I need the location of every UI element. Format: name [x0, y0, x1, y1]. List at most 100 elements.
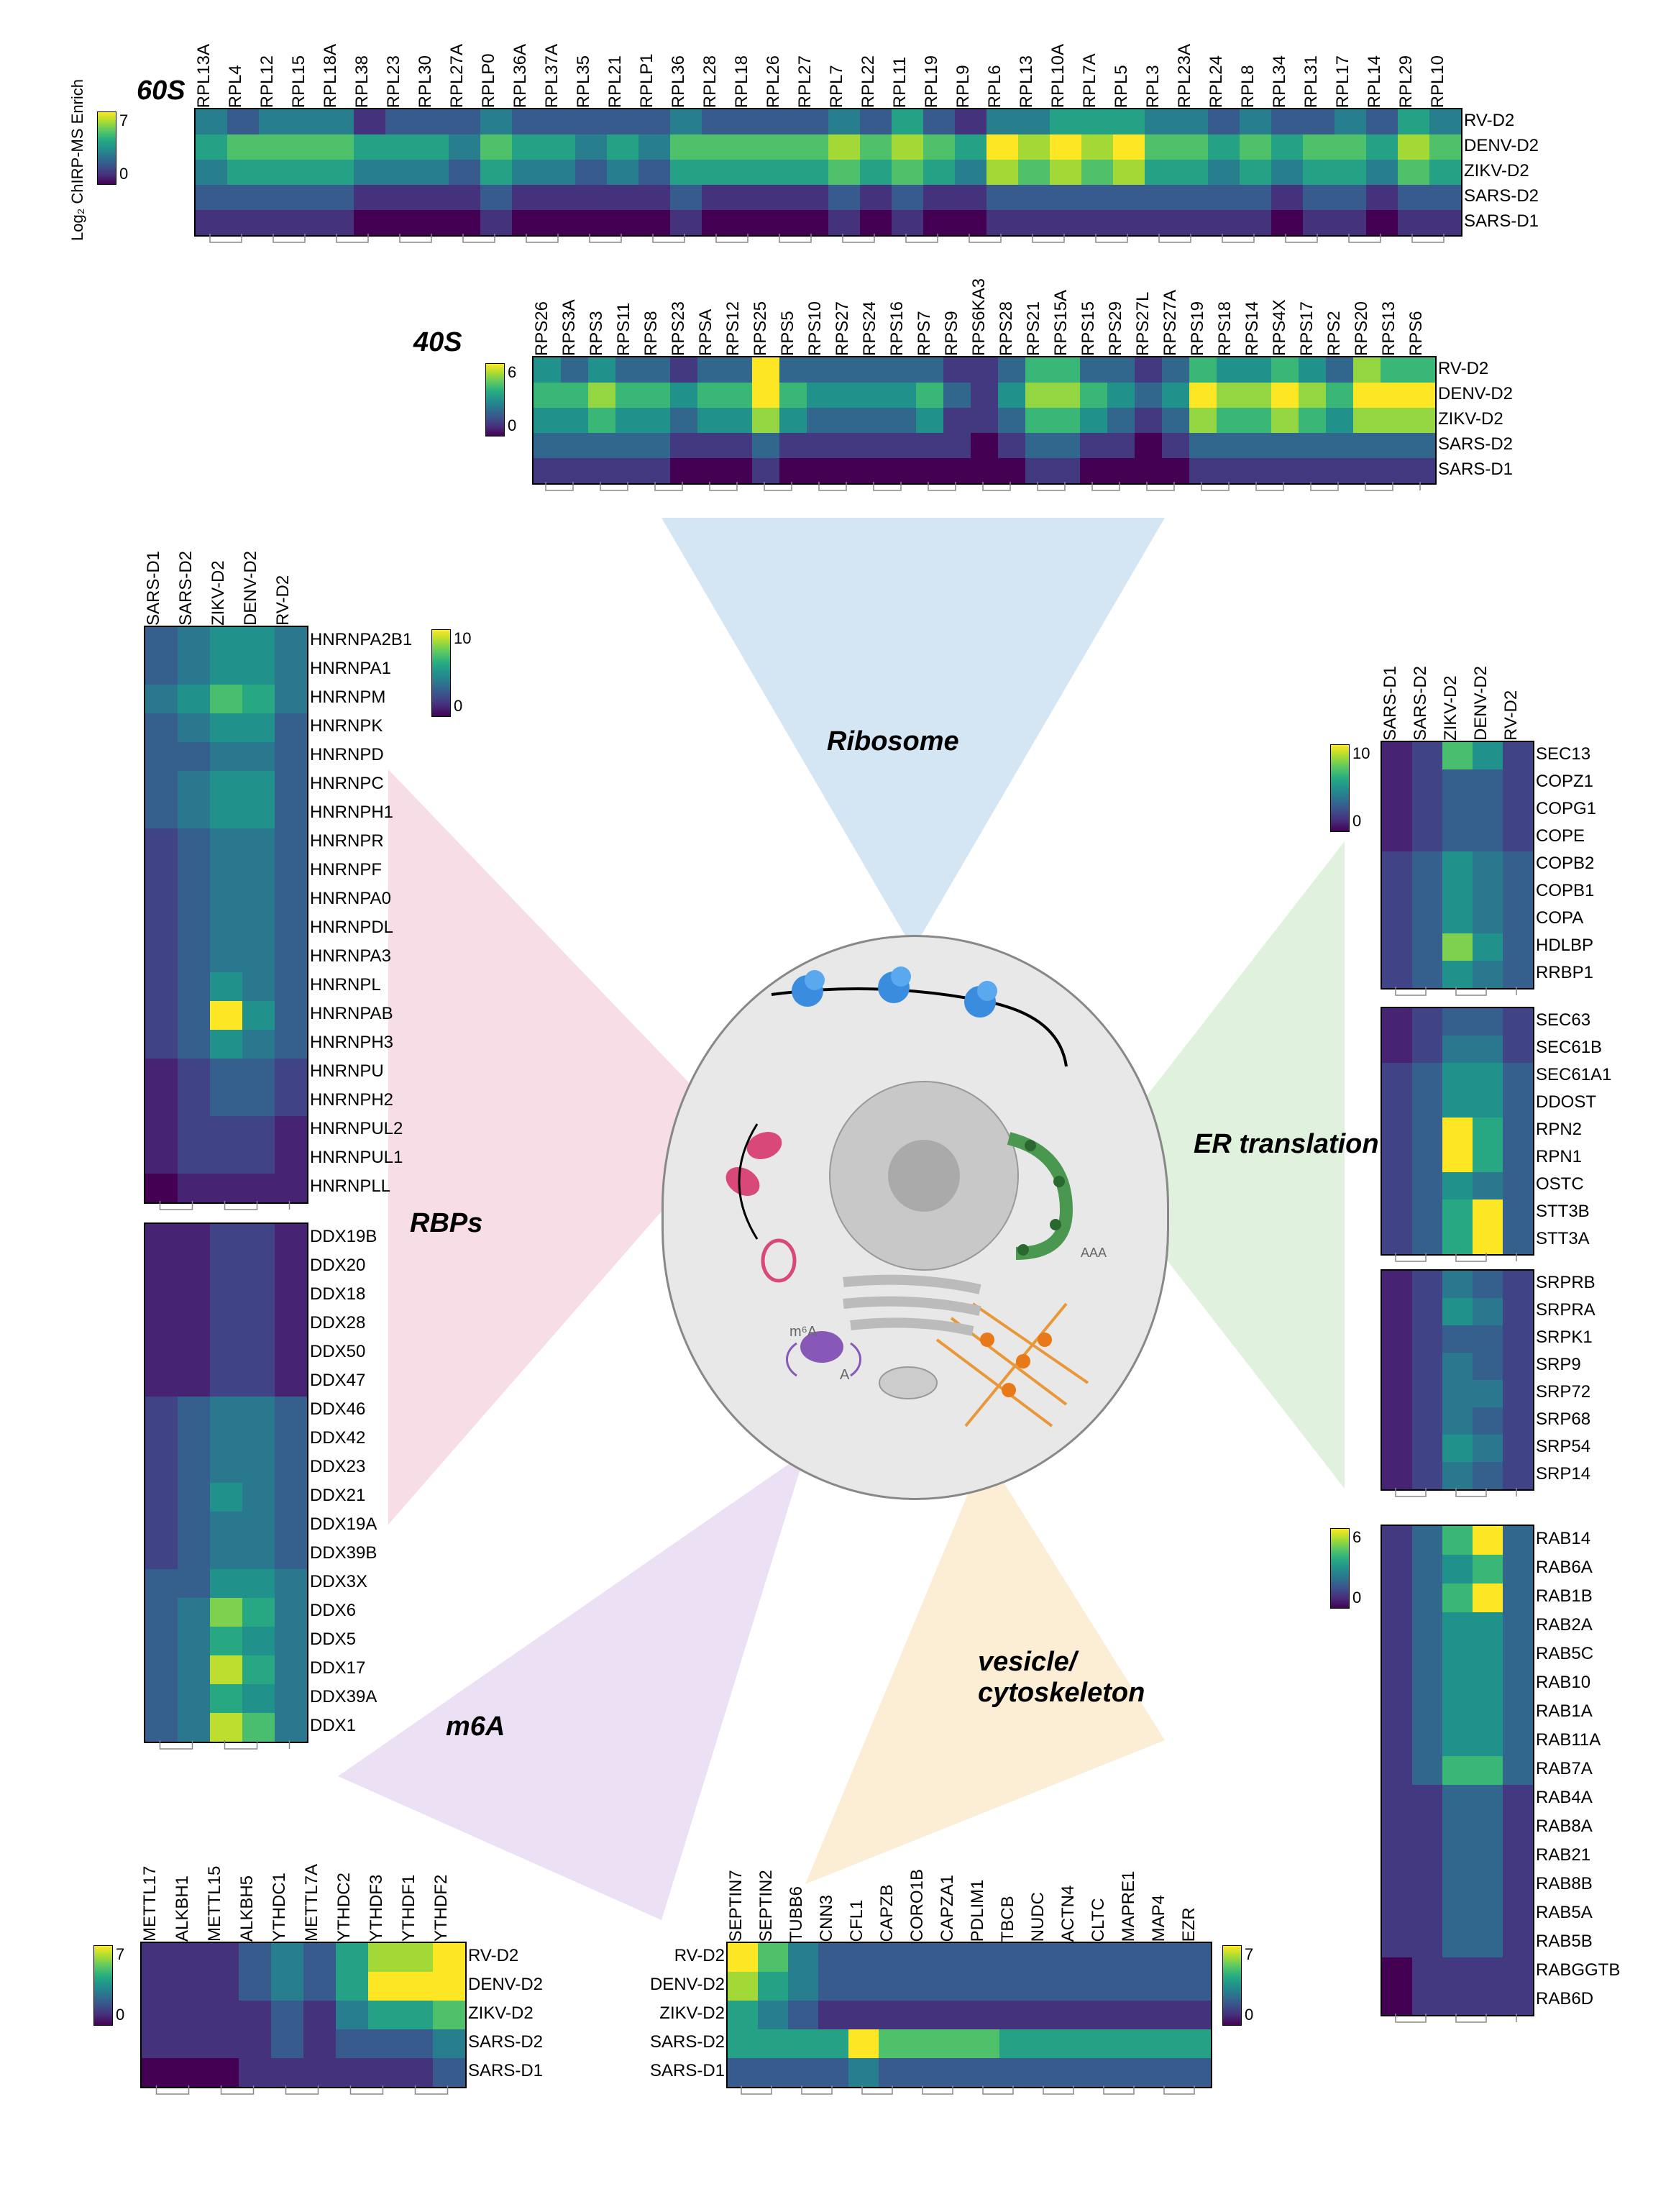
heatmap-cell [971, 458, 998, 483]
heatmap-cell [889, 458, 916, 483]
heatmap-cell [1208, 109, 1240, 134]
heatmap-cell [512, 185, 544, 210]
heatmap-cell [788, 1972, 818, 2001]
heatmap-cell [1303, 134, 1334, 160]
heatmap-cell [998, 433, 1025, 458]
row-label: RAB6D [1536, 1985, 1620, 2014]
heatmap-cell [889, 383, 916, 408]
heatmap-cell [848, 2029, 879, 2058]
heatmap-cell [848, 2058, 879, 2087]
heatmap-cell [1503, 1145, 1533, 1172]
col-label: RPS18 [1215, 278, 1242, 356]
heatmap-cell [1412, 1699, 1442, 1727]
heatmap-cell [210, 828, 242, 857]
heatmap-cell [1189, 433, 1217, 458]
dendrogram [1381, 987, 1532, 1008]
heatmap-cell [702, 109, 733, 134]
heatmap-cell [400, 2001, 433, 2029]
heatmap-cell [1217, 357, 1244, 383]
heatmap-cell [1382, 1986, 1412, 2015]
heatmap-cell [1381, 433, 1408, 458]
heatmap-cell [1366, 109, 1398, 134]
heatmap-cell [1090, 1943, 1120, 1972]
heatmap-cell [178, 1339, 210, 1368]
heatmap-grid [1381, 1525, 1534, 2016]
heatmap-cell [1030, 2001, 1060, 2029]
heatmap-cell [1382, 1670, 1412, 1699]
row-label: COPE [1536, 823, 1596, 850]
cell-body: AAA m⁶A A [661, 935, 1169, 1500]
heatmap-cell [196, 185, 227, 210]
heatmap-cell [1412, 824, 1442, 851]
heatmap-cell [242, 800, 275, 828]
heatmap-cell [1382, 1353, 1412, 1380]
heatmap-cell [670, 134, 702, 160]
heatmap-cell [1473, 1900, 1503, 1929]
heatmap-cell [1473, 769, 1503, 797]
col-label: RPS6KA3 [969, 278, 997, 356]
heatmap-cell [1503, 1036, 1533, 1063]
heatmap-cell [1473, 1670, 1503, 1699]
heatmap-cell [670, 383, 697, 408]
colorbar-rbps: 100 [431, 629, 471, 716]
col-label: RPL30 [416, 44, 447, 108]
heatmap-cell [1030, 1972, 1060, 2001]
heatmap-cell [1326, 357, 1353, 383]
heatmap-cell [1442, 1462, 1473, 1489]
heatmap-cell [145, 1224, 178, 1253]
heatmap-cell [588, 357, 615, 383]
heatmap-cell [242, 1059, 275, 1087]
heatmap-cell [1176, 109, 1208, 134]
heatmap-cell [1503, 1871, 1533, 1900]
heatmap-cell [1412, 769, 1442, 797]
heatmap-cell [1162, 357, 1189, 383]
heatmap-cell [697, 357, 725, 383]
row-label: DDX17 [310, 1654, 377, 1683]
heatmap-cell [400, 1943, 433, 1972]
heatmap-cell [1081, 210, 1113, 235]
row-label: DDX23 [310, 1453, 377, 1481]
heatmap-cell [1120, 2001, 1150, 2029]
heatmap-cell [834, 408, 861, 433]
col-label: RPS21 [1024, 278, 1051, 356]
heatmap-cell [1382, 1957, 1412, 1986]
col-label: RPL22 [859, 44, 890, 108]
heatmap-cell [210, 1224, 242, 1253]
heatmap-cell [210, 857, 242, 886]
colorbar-gradient [1330, 744, 1350, 832]
heatmap-cell [206, 2001, 239, 2029]
heatmap-cell [242, 685, 275, 713]
heatmap-cell [1503, 1526, 1533, 1555]
heatmap-cell [178, 1030, 210, 1059]
heatmap-cell [1442, 1814, 1473, 1842]
heatmap-cell [1145, 185, 1176, 210]
col-label: YTHDF2 [431, 1864, 464, 1942]
heatmap-cell [1271, 134, 1303, 160]
heatmap-cell [1408, 408, 1435, 433]
colorbar-ticks: 70 [1245, 1945, 1253, 2024]
heatmap-cell [259, 210, 290, 235]
row-label: SARS-D1 [1464, 209, 1539, 234]
heatmap-cell [971, 408, 998, 433]
heatmap-cell [142, 1972, 174, 2001]
heatmap-cell [1244, 357, 1271, 383]
heatmap-cell [1090, 2029, 1120, 2058]
heatmap-cell [178, 1540, 210, 1569]
colorbar-tick-max: 10 [454, 629, 471, 648]
heatmap-cell [1382, 1612, 1412, 1641]
heatmap-cell [1442, 879, 1473, 906]
heatmap-cell [1090, 2001, 1120, 2029]
heatmap-cell [174, 2001, 206, 2029]
row-label: SARS-D1 [1438, 457, 1513, 482]
heatmap-cell [1412, 1271, 1442, 1298]
heatmap-cell [1018, 109, 1050, 134]
heatmap-cell [1473, 1271, 1503, 1298]
heatmap-cell [728, 2001, 758, 2029]
heatmap-cell [145, 1512, 178, 1540]
heatmap-cell [1412, 1462, 1442, 1489]
heatmap-cell [1503, 851, 1533, 879]
heatmap-cell [1025, 383, 1053, 408]
heatmap-cell [643, 383, 670, 408]
heatmap-cell [145, 1540, 178, 1569]
heatmap-cell [290, 185, 322, 210]
